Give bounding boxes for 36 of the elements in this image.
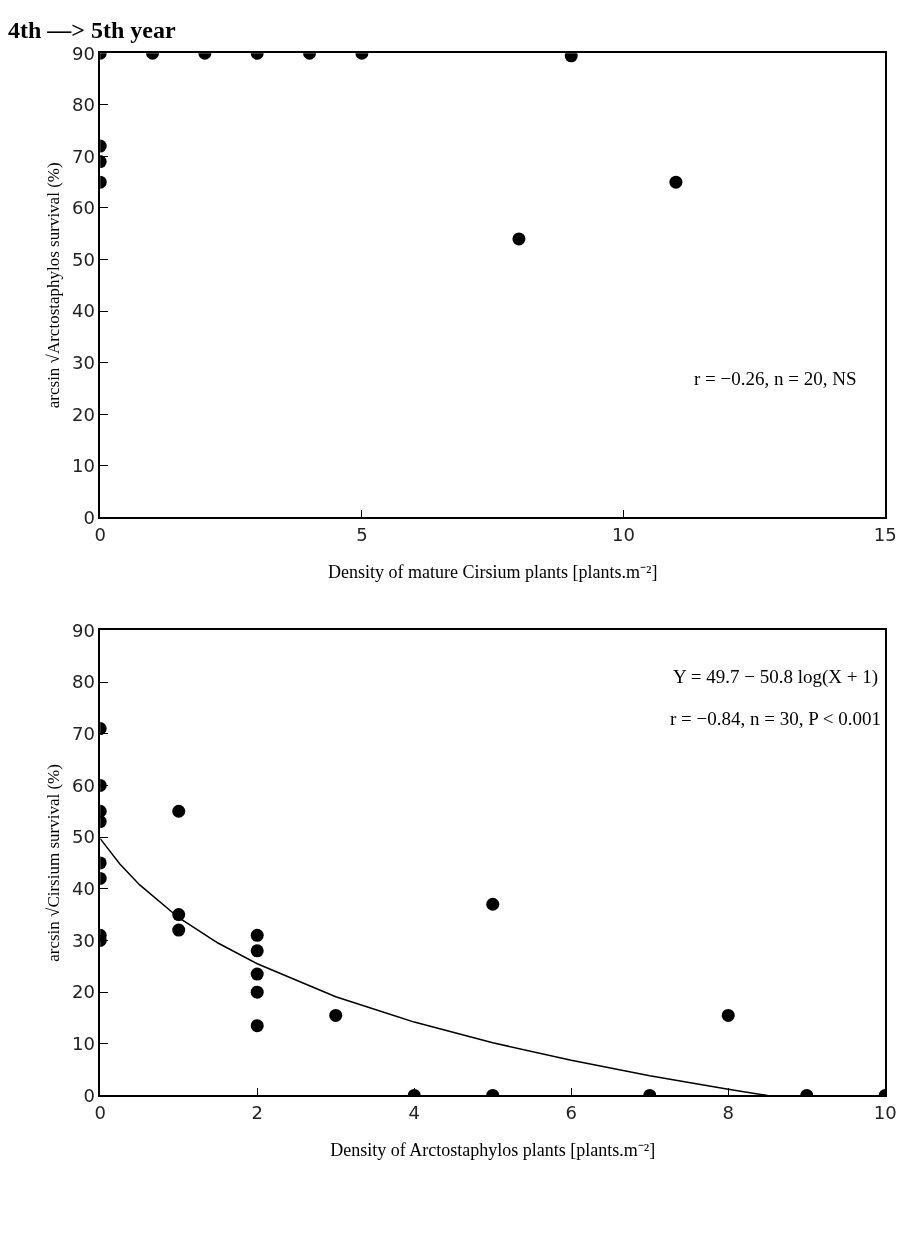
x-tick-label: 8 <box>722 1101 734 1123</box>
annotation: r = −0.26, n = 20, NS <box>694 368 857 389</box>
annotation: r = −0.84, n = 30, P < 0.001 <box>670 708 882 729</box>
y-tick-label: 50 <box>71 248 95 270</box>
y-tick-label: 0 <box>83 1084 95 1106</box>
y-tick-label: 60 <box>71 197 95 219</box>
y-axis-title: arcsin √Arctostaphylos survival (%) <box>44 162 63 409</box>
y-tick-label: 70 <box>71 145 95 167</box>
y-tick-label: 50 <box>71 826 95 848</box>
y-tick-label: 90 <box>71 619 95 641</box>
x-tick-label: 10 <box>873 1101 897 1123</box>
x-axis-title: Density of mature Cirsium plants [plants.m⁻²] <box>328 562 658 583</box>
y-tick-label: 30 <box>71 351 95 373</box>
y-tick-label: 10 <box>71 455 95 477</box>
y-tick-label: 30 <box>71 929 95 951</box>
y-tick-label: 20 <box>71 981 95 1003</box>
y-tick-label: 0 <box>83 506 95 528</box>
y-tick-label: 70 <box>71 723 95 745</box>
y-tick-label: 80 <box>71 671 95 693</box>
chart-title: 4th —> 5th year <box>8 17 177 43</box>
y-tick-label: 80 <box>71 94 95 116</box>
x-tick-label: 2 <box>251 1101 263 1123</box>
y-tick-label: 60 <box>71 774 95 796</box>
y-tick-label: 40 <box>71 878 95 900</box>
y-tick-label: 10 <box>71 1033 95 1055</box>
x-tick-label: 6 <box>565 1101 577 1123</box>
y-axis-title: arcsin √Cirsium survival (%) <box>44 764 63 962</box>
x-tick-label: 4 <box>408 1101 420 1123</box>
x-tick-label: 10 <box>612 523 636 545</box>
x-tick-label: 15 <box>873 523 897 545</box>
y-tick-label: 20 <box>71 403 95 425</box>
y-tick-label: 40 <box>71 300 95 322</box>
y-tick-label: 90 <box>71 42 95 64</box>
x-tick-label: 5 <box>356 523 368 545</box>
annotation: Y = 49.7 − 50.8 log(X + 1) <box>673 666 879 688</box>
x-axis-title: Density of Arctostaphylos plants [plants.m⁻²] <box>330 1140 656 1161</box>
